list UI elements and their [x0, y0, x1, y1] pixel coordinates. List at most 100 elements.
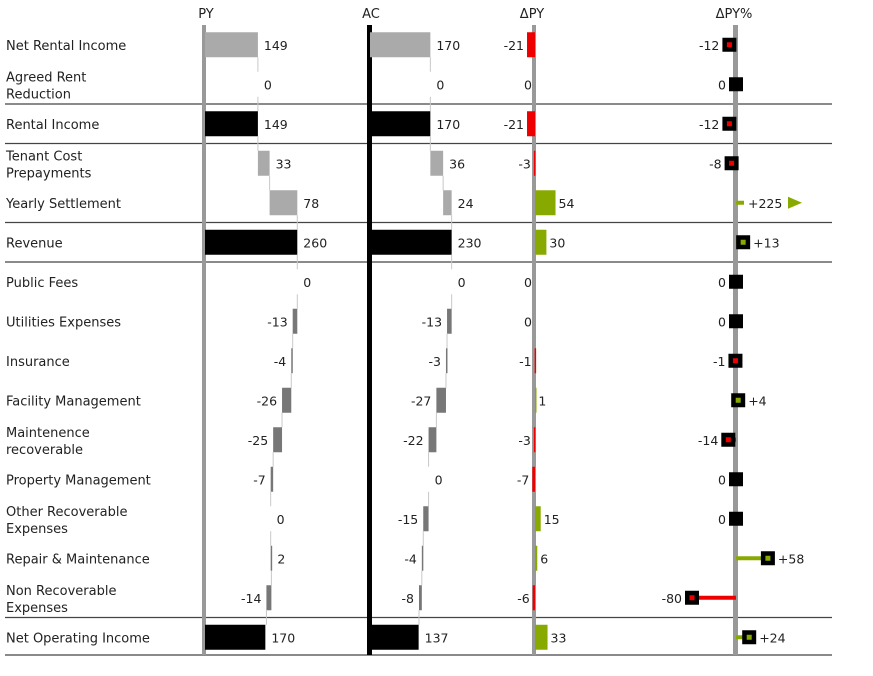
py-value-label: -14: [241, 591, 261, 606]
dpy-value-label: 0: [524, 314, 532, 329]
pct-value-label: +4: [748, 393, 766, 408]
pct-value-label: +58: [778, 551, 804, 566]
ac-bar: [418, 585, 422, 611]
py-value-label: -13: [267, 314, 287, 329]
ac-bar: [370, 111, 431, 137]
py-bar: [270, 545, 273, 571]
pct-marker: [729, 77, 743, 92]
ac-value-label: -8: [402, 591, 415, 606]
row-label: Public Fees: [6, 276, 78, 291]
pct-stem: [692, 595, 736, 600]
pct-marker-dot: [735, 397, 741, 403]
pct-marker-dot: [689, 595, 695, 601]
ac-value-label: 0: [458, 275, 466, 290]
py-bar: [257, 150, 270, 176]
py-value-label: -25: [248, 433, 268, 448]
py-bar: [269, 190, 298, 216]
py-bar: [205, 229, 298, 255]
pct-marker: [729, 274, 743, 289]
dpy-value-label: -21: [504, 117, 524, 132]
pct-value-label: +225: [748, 196, 782, 211]
dpy-bar: [535, 545, 538, 571]
pct-marker-dot: [726, 42, 732, 48]
ac-bar: [430, 150, 444, 176]
ac-bar: [447, 308, 452, 334]
pct-value-label: 0: [718, 472, 726, 487]
pct-value-label: +24: [759, 630, 785, 645]
py-value-label: -4: [274, 354, 287, 369]
row-label: Tenant Cost: [5, 149, 82, 164]
py-value-label: 149: [264, 117, 288, 132]
py-bar: [205, 32, 258, 58]
py-bar: [282, 387, 292, 413]
pct-value-label: 0: [718, 275, 726, 290]
row-label: Revenue: [6, 236, 63, 251]
dpy-bar: [535, 624, 548, 650]
row-label: Repair & Maintenance: [6, 552, 150, 567]
pct-value-label: 0: [718, 77, 726, 92]
dpy-value-label: -6: [517, 591, 530, 606]
pct-stem: [736, 200, 744, 205]
pct-marker-dot: [732, 358, 738, 364]
pct-marker-dot: [726, 121, 732, 127]
pct-marker: [729, 314, 743, 329]
row-label: Property Management: [6, 473, 151, 488]
ac-value-label: 0: [435, 472, 443, 487]
pct-stem: [736, 556, 768, 561]
row-label: Prepayments: [6, 166, 92, 181]
row-label: Other Recoverable: [6, 505, 127, 520]
pct-marker: [729, 472, 743, 487]
py-value-label: 0: [303, 275, 311, 290]
pct-value-label: -80: [662, 591, 682, 606]
ac-bar: [428, 427, 437, 453]
dpy-value-label: -21: [504, 38, 524, 53]
dpy-bar: [527, 111, 535, 137]
row-label: Agreed Rent: [6, 70, 86, 85]
pct-value-label: -12: [699, 117, 719, 132]
row-label: Expenses: [6, 601, 68, 616]
py-bar: [291, 348, 293, 374]
py-bar: [270, 466, 274, 492]
py-bar: [205, 111, 258, 137]
py-bar: [273, 427, 283, 453]
row-label: Net Rental Income: [6, 39, 126, 54]
dpy-value-label: -7: [517, 472, 529, 487]
dpy-bar: [535, 229, 547, 255]
pct-marker-dot: [729, 160, 735, 166]
header-ac: AC: [362, 7, 380, 22]
dpy-value-label: -3: [518, 156, 530, 171]
header-py: PY: [198, 7, 214, 22]
pct-marker-dot: [725, 437, 731, 443]
dpy-value-label: -3: [518, 433, 530, 448]
py-bar: [266, 585, 272, 611]
ac-value-label: -13: [422, 314, 442, 329]
row-label: Reduction: [6, 87, 71, 102]
pct-value-label: -12: [699, 38, 719, 53]
ac-bar: [370, 624, 419, 650]
dpy-bar: [533, 427, 536, 453]
row-label: Insurance: [6, 355, 70, 370]
ac-bar: [436, 387, 446, 413]
row-label: Yearly Settlement: [5, 197, 121, 212]
ac-value-label: -4: [404, 551, 417, 566]
ac-value-label: 170: [436, 117, 460, 132]
dpy-value-label: 6: [540, 551, 548, 566]
dpy-bar: [535, 190, 556, 216]
dpy-bar: [533, 150, 536, 176]
pct-value-label: +13: [753, 235, 779, 250]
pct-marker: [729, 511, 743, 526]
ac-value-label: -22: [403, 433, 423, 448]
ac-bar: [443, 190, 452, 216]
ac-value-label: -27: [411, 393, 431, 408]
dpy-bar: [527, 32, 535, 58]
dpy-axis: [532, 25, 536, 655]
dpy-value-label: 30: [549, 235, 565, 250]
dpy-value-label: 15: [544, 512, 560, 527]
dpy-value-label: 0: [524, 77, 532, 92]
row-label: Maintenence: [6, 426, 90, 441]
dpy-bar: [532, 585, 535, 611]
row-label: recoverable: [6, 443, 83, 458]
dpy-bar: [532, 466, 535, 492]
